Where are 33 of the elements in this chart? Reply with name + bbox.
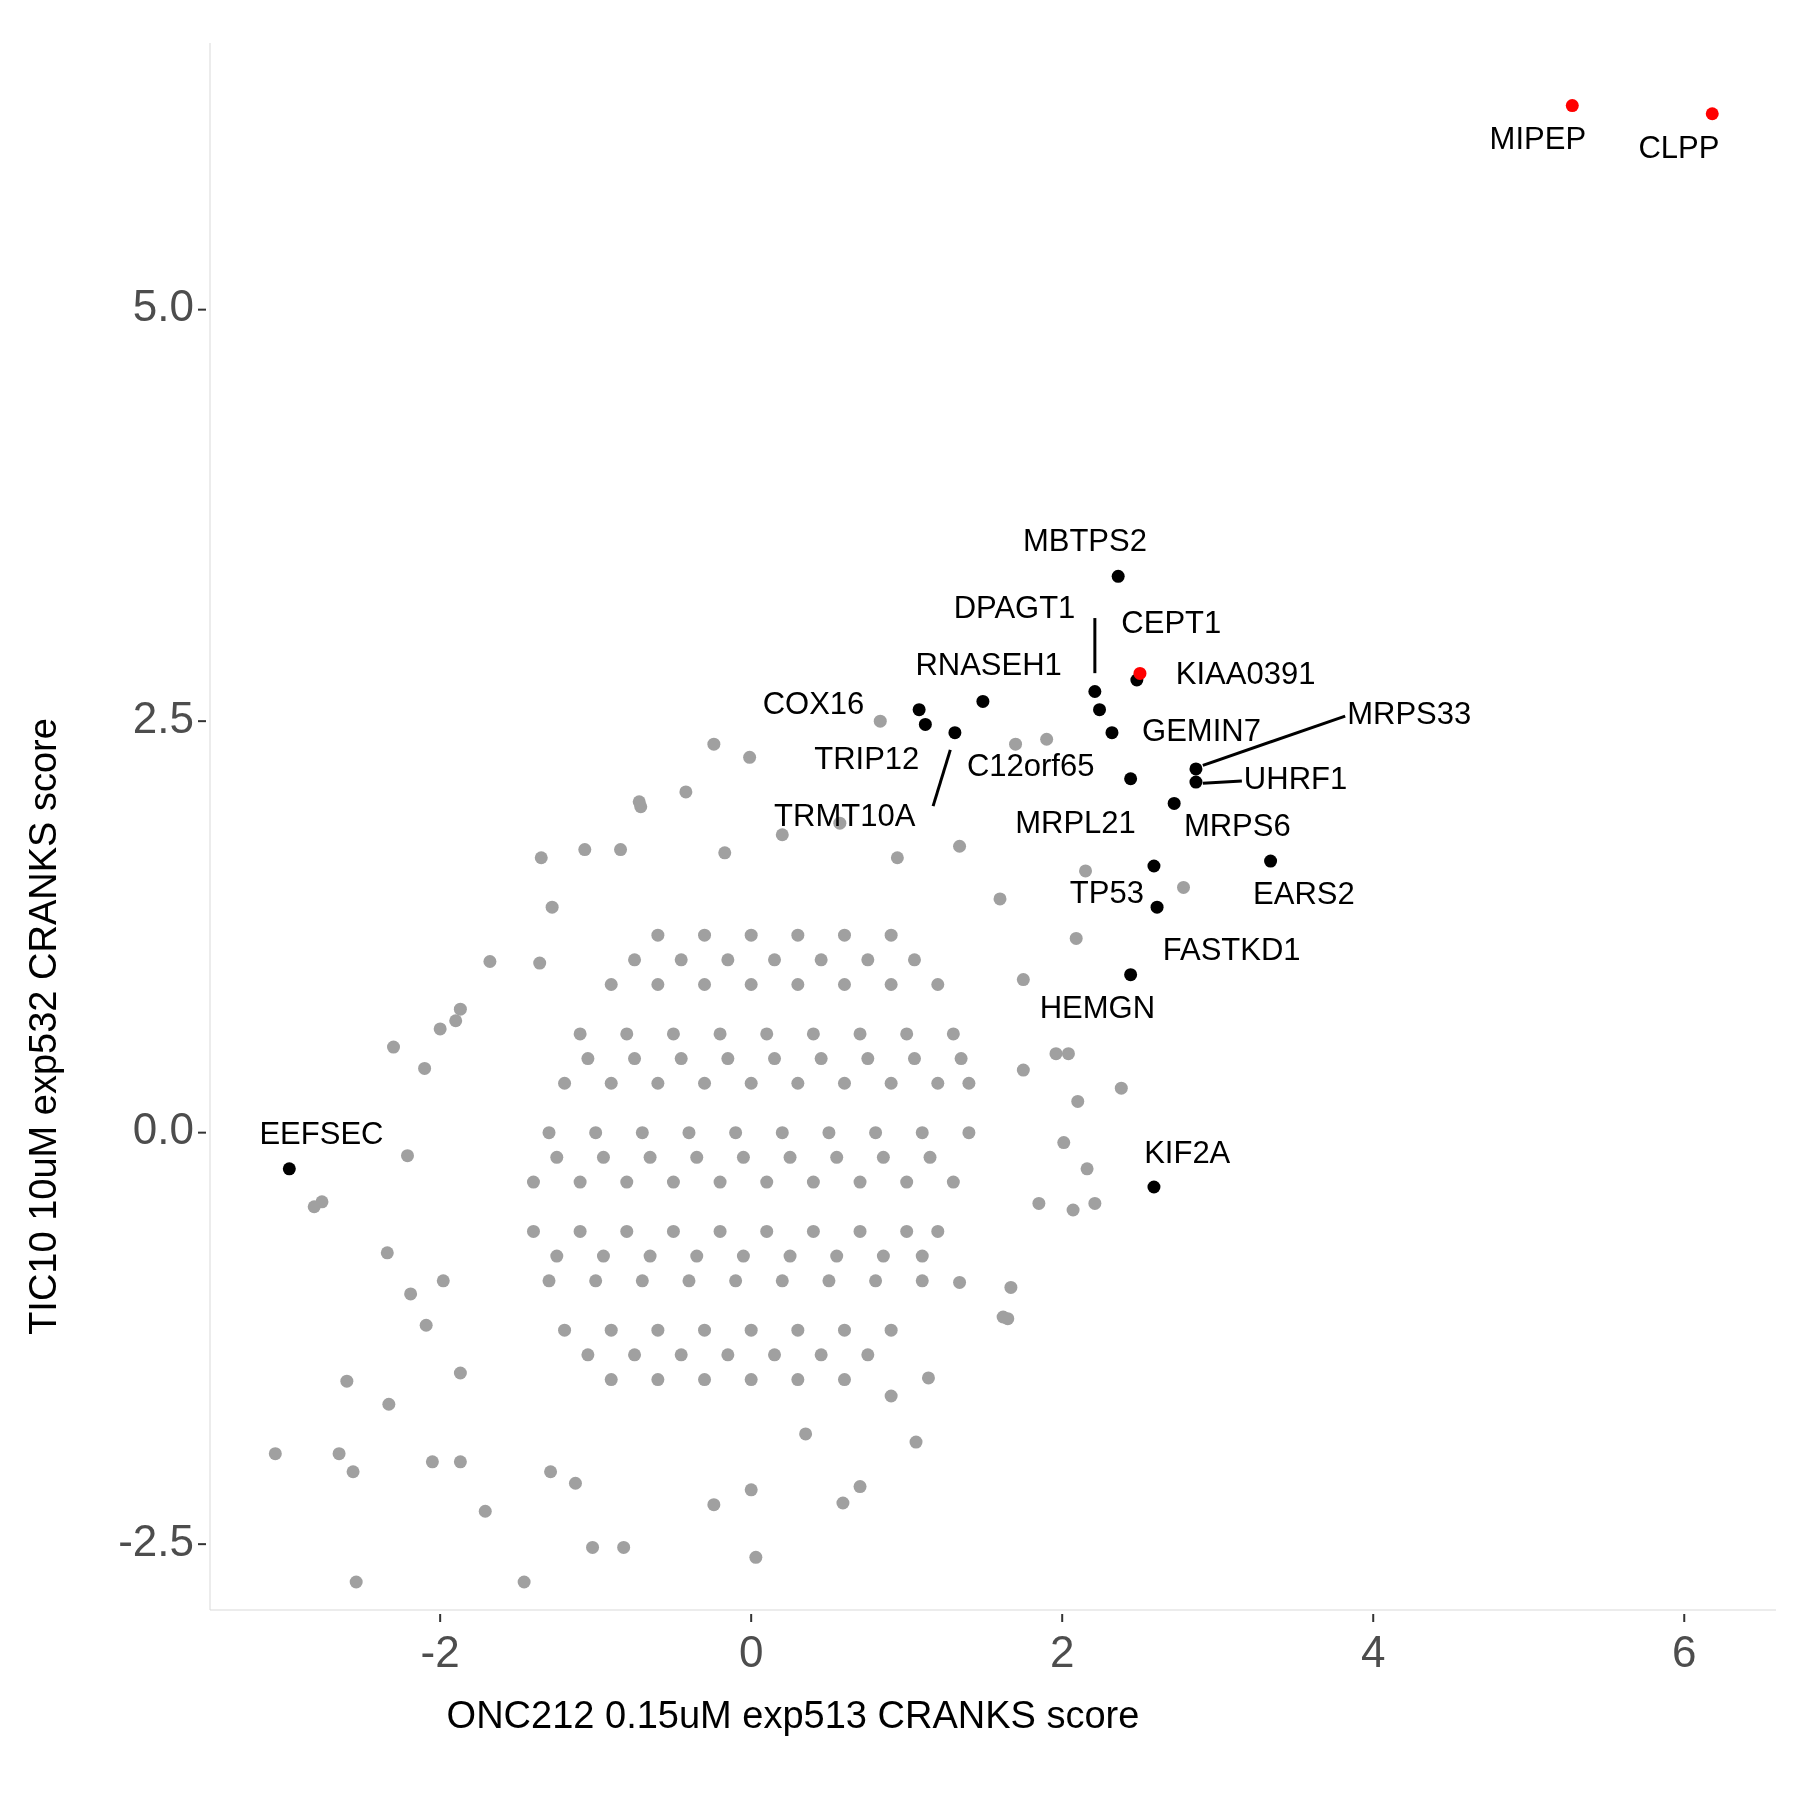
annotation: KIF2A — [1144, 1135, 1231, 1171]
annotation: DPAGT1 — [953, 590, 1076, 626]
x-tick-label: 6 — [1672, 1627, 1697, 1676]
y-tick-label: 2.5 — [132, 692, 194, 742]
annotation: CEPT1 — [1121, 605, 1222, 641]
annotation: TRIP12 — [814, 741, 920, 777]
annotation: MIPEP — [1489, 121, 1587, 157]
y-axis-title: TIC10 10uM exp532 CRANKS score — [22, 718, 64, 1335]
annotation: CLPP — [1638, 129, 1720, 165]
x-tick-label: 2 — [1049, 1627, 1075, 1676]
annotation: RNASEH1 — [915, 647, 1062, 683]
annotation: KIAA0391 — [1175, 655, 1316, 691]
annotation: MRPS33 — [1347, 696, 1472, 732]
x-tick-label: -2 — [420, 1627, 460, 1676]
annotation: EARS2 — [1253, 875, 1355, 911]
x-tick-label: 0 — [738, 1627, 764, 1676]
annotation: MBTPS2 — [1022, 523, 1147, 559]
annotation: MRPS6 — [1183, 807, 1291, 843]
y-tick-label: 5.0 — [132, 281, 194, 331]
y-tick-label: 0.0 — [132, 1104, 194, 1154]
y-tick-label: -2.5 — [118, 1515, 194, 1565]
annotation: FASTKD1 — [1162, 932, 1301, 968]
annotation: MRPL21 — [1015, 804, 1136, 840]
x-tick-label: 4 — [1360, 1627, 1386, 1676]
annotation: GEMIN7 — [1142, 712, 1261, 748]
annotation: EEFSEC — [259, 1115, 384, 1151]
annotation: COX16 — [762, 686, 865, 722]
x-axis-title: ONC212 0.15uM exp513 CRANKS score — [446, 1694, 1140, 1736]
annotation: TRMT10A — [774, 797, 916, 833]
annotation: UHRF1 — [1243, 761, 1348, 797]
annotation: C12orf65 — [966, 748, 1095, 784]
annotation: TP53 — [1069, 874, 1144, 910]
annotation: HEMGN — [1039, 990, 1156, 1026]
